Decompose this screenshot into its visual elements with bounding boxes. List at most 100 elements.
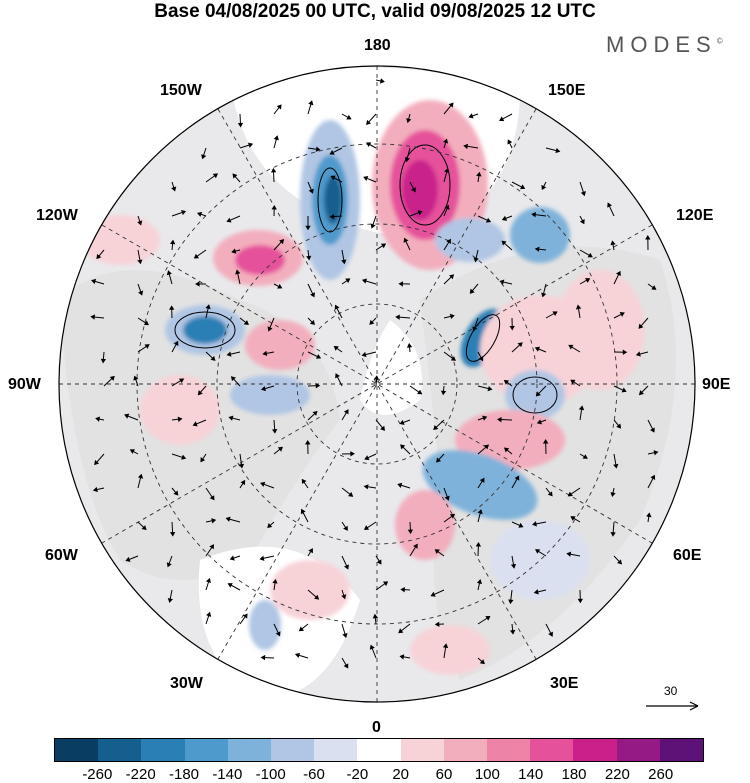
wind-vector-head — [472, 326, 478, 332]
wind-vector-head — [444, 495, 450, 501]
wind-vector-head — [476, 579, 483, 585]
wind-vector-head — [181, 454, 187, 460]
wind-vector-head — [610, 532, 616, 537]
wind-vector-head — [482, 415, 488, 421]
wind-vector-head — [446, 238, 451, 244]
wind-vector-head — [271, 205, 277, 210]
wind-vector-head — [507, 139, 513, 145]
wind-vector-head — [361, 351, 367, 358]
wind-vector-head — [100, 358, 107, 364]
wind-vector-head — [533, 589, 539, 595]
anomaly-negative — [505, 370, 565, 420]
colorbar-swatch — [271, 739, 315, 761]
wind-vector-head — [380, 425, 386, 431]
wind-vector-head — [310, 292, 316, 298]
wind-vector-head — [260, 481, 266, 487]
wind-vector-head — [517, 342, 523, 348]
wind-vector-head — [398, 628, 404, 634]
wind-vector-head — [379, 78, 385, 84]
wind-vector-head — [226, 217, 232, 223]
wind-vector-head — [343, 525, 348, 531]
wind-vector-head — [369, 319, 375, 325]
wind-vector-head — [479, 477, 485, 483]
wind-vector-head — [638, 390, 644, 396]
wind-vectors — [90, 78, 659, 669]
wind-vector-head — [315, 353, 322, 359]
wind-vector-head — [259, 555, 265, 561]
wind-vector-head — [534, 346, 541, 352]
wind-vector-head — [610, 492, 616, 498]
wind-vector-head — [143, 320, 149, 326]
wind-vector-head — [450, 356, 456, 361]
colorbar-tick-label: -100 — [255, 766, 286, 783]
lon-label-top: 180 — [364, 37, 391, 54]
colorbar-tick-label: -260 — [82, 766, 113, 783]
wind-vector-head — [477, 509, 483, 515]
colorbar-swatch — [314, 739, 358, 761]
colorbar-swatch — [573, 739, 617, 761]
wind-vector-head — [607, 202, 613, 208]
anomaly-negative — [183, 316, 227, 344]
wind-vector-head — [301, 478, 307, 485]
wind-vector-head — [138, 290, 144, 296]
wind-vector-head — [267, 522, 273, 529]
wind-vector-head — [230, 376, 237, 382]
wind-vector-head — [444, 167, 450, 174]
wind-vector-head — [399, 654, 405, 660]
wind-vector-head — [372, 613, 379, 619]
wind-vector-head — [579, 219, 585, 225]
colorbar-tick-label: -180 — [168, 766, 200, 783]
wind-vector-head — [343, 663, 349, 669]
wind-vector-head — [399, 419, 405, 425]
colorbar-swatch — [227, 739, 272, 761]
wind-vector-head — [508, 599, 514, 605]
wind-vector-head — [298, 626, 305, 632]
wind-vector-head — [201, 154, 207, 160]
wind-vector-head — [240, 479, 246, 486]
wind-vector-head — [449, 274, 455, 280]
wind-vector-head — [373, 375, 380, 380]
colorbar-swatch — [443, 739, 488, 761]
wind-vector-head — [124, 413, 130, 419]
wind-vector-head — [137, 259, 143, 265]
wind-vector-head — [343, 564, 349, 570]
colorbar-swatch — [616, 739, 660, 761]
colorbar-tick-label: 140 — [518, 766, 544, 783]
wind-vector-head — [395, 314, 400, 320]
anomaly-positive — [270, 560, 350, 620]
wind-vector-head — [193, 253, 200, 259]
wind-vector-head — [479, 659, 485, 665]
wind-vector-head — [312, 410, 318, 416]
colorbar-tick-label: 260 — [648, 766, 674, 783]
wind-vector-head — [227, 583, 233, 588]
colorbar — [54, 738, 704, 762]
wind-vector-head — [501, 215, 508, 221]
colorbar-swatch — [357, 739, 401, 761]
wind-vector-head — [541, 292, 547, 298]
wind-vector-head — [262, 350, 268, 356]
colorbar-swatch — [400, 739, 444, 761]
wind-vector-head — [90, 314, 95, 320]
colorbar-tick-label: -60 — [303, 766, 325, 783]
wind-vector-head — [531, 211, 536, 218]
lon-label-60w: 60W — [45, 547, 78, 564]
wind-vector-head — [499, 279, 505, 285]
wind-vector-head — [243, 320, 249, 325]
wind-vector-head — [382, 581, 389, 587]
wind-vector-head — [235, 269, 241, 275]
wind-vector-head — [483, 444, 490, 450]
anomaly-positive — [140, 375, 220, 445]
wind-vector-head — [370, 223, 376, 229]
wind-vector-head — [181, 210, 187, 216]
wind-vector-head — [436, 457, 442, 463]
wind-vector-head — [276, 104, 282, 110]
wind-vector-head — [534, 246, 540, 252]
wind-vector-head — [535, 391, 541, 397]
wind-vector-head — [449, 313, 455, 319]
wind-vector-head — [536, 419, 543, 425]
wind-vector-head — [366, 142, 372, 148]
wind-vector-head — [346, 114, 352, 120]
wind-vector-head — [476, 171, 482, 177]
wind-vector-head — [205, 304, 211, 310]
wind-vector-head — [343, 409, 349, 415]
